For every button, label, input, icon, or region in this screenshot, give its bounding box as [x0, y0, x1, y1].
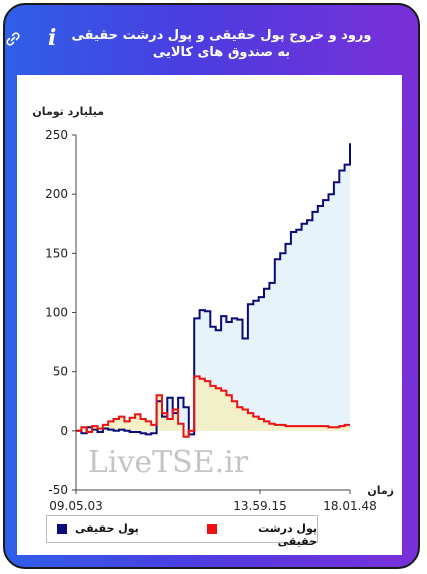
y-tick-label: 100	[45, 306, 68, 320]
x-tick-label: 13.59.15	[233, 499, 286, 513]
chart-legend: پول حقیقی پول درشت حقیقی	[46, 515, 318, 548]
legend-label-big-money[interactable]: پول درشت حقیقی	[258, 522, 317, 548]
x-tick-label: 09.05.03	[49, 499, 102, 513]
legend-swatch-big-money	[207, 524, 217, 534]
widget-title: ورود و خروج پول حقیقی و پول درشت حقیقی ب…	[71, 28, 372, 60]
info-icon[interactable]: i	[48, 25, 57, 51]
x-axis-label: زمان	[367, 484, 394, 497]
y-tick-label: 250	[45, 128, 68, 142]
y-tick-label: 0	[60, 424, 68, 438]
y-tick-label: -50	[48, 483, 68, 497]
y-tick-label: 200	[45, 187, 68, 201]
legend-label-real-money[interactable]: پول حقیقی	[75, 522, 139, 535]
plot-area: -50 0 50 100 150 200 250 09.05.03 13.59.15 18.01.…	[32, 105, 394, 513]
widget-header: i ورود و خروج پول حقیقی و پول درشت حقیقی…	[5, 5, 418, 77]
y-tick-label: 50	[53, 365, 68, 379]
series-area-1	[76, 376, 350, 437]
series-line-0	[76, 143, 351, 436]
y-tick-label: 150	[45, 246, 68, 260]
y-axis-label: میلیارد تومان	[32, 105, 104, 118]
legend-swatch-real-money	[57, 524, 67, 534]
watermark: LiveTSE.ir	[88, 445, 249, 480]
series-line-1	[76, 375, 350, 438]
x-tick-label: 18.01.48	[323, 499, 376, 513]
link-icon[interactable]	[5, 31, 21, 47]
series-area-0	[76, 143, 350, 435]
